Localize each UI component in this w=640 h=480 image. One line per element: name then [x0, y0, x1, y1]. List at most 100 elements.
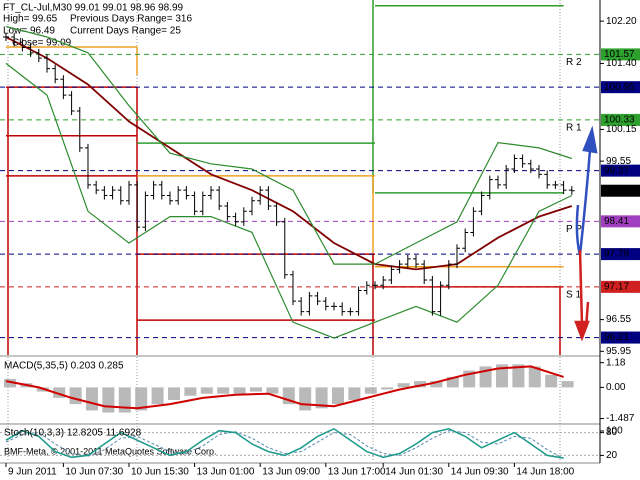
price-bar [314, 291, 321, 306]
macd-bar [381, 387, 394, 390]
price-bar [527, 159, 534, 174]
header-text: High= 99.65 [3, 14, 58, 25]
stoch-main [5, 427, 564, 459]
price-bar [388, 265, 395, 284]
y-tick-label: 101.40 [606, 58, 637, 69]
header-text: Current Days Range= 25 [70, 26, 181, 37]
price-bar [265, 186, 272, 211]
macd-bar [85, 387, 98, 411]
price-bar [191, 191, 198, 216]
price-bar [519, 154, 526, 168]
price-bar [19, 38, 26, 52]
x-tick-label: 14 Jun 09:30 [451, 467, 509, 478]
y-tick-label: 1.18 [606, 357, 626, 368]
indicator-line [5, 36, 573, 271]
macd-bar [184, 387, 197, 396]
price-bar [101, 186, 108, 200]
price-bar [511, 154, 518, 174]
price-bar [486, 175, 493, 200]
indicator-line [5, 25, 572, 265]
macd-bar [446, 376, 459, 388]
price-bar [273, 202, 280, 226]
macd-bar [200, 387, 213, 394]
price-bar [11, 32, 18, 47]
x-tick-label: 14 Jun 01:30 [385, 467, 443, 478]
x-tick-label: 14 Jun 18:00 [516, 467, 574, 478]
y-tick-label: 20 [606, 450, 618, 461]
price-bar [560, 180, 567, 195]
price-bar [544, 170, 551, 189]
price-bar [552, 180, 559, 189]
header-text: Previous Days Range= 316 [70, 14, 192, 25]
macd-bar [53, 387, 66, 398]
level-label: 96.21 [604, 332, 629, 343]
price-bar [371, 281, 378, 290]
macd-bar [495, 364, 508, 388]
price-bar [224, 202, 231, 221]
y-tick-label: 96.55 [606, 314, 631, 325]
level-label: 100.95 [604, 82, 635, 93]
macd-bar [397, 383, 410, 388]
x-tick-label: 13 Jun 09:00 [262, 467, 320, 478]
last-price-box [601, 184, 640, 197]
macd-bar [315, 387, 328, 409]
arrow-head [582, 125, 598, 154]
price-bar [494, 175, 501, 189]
price-bar [84, 143, 91, 189]
level-box [601, 215, 640, 228]
level-label: 98.41 [604, 216, 629, 227]
level-label: 99.37 [604, 165, 629, 176]
macd-bar [249, 387, 262, 392]
header-text: Low= 96.49 [3, 26, 55, 37]
price-bar [380, 275, 387, 290]
price-bar [125, 180, 132, 205]
price-bar [355, 286, 362, 316]
level-label: 101.57 [604, 49, 635, 60]
price-bar [462, 228, 469, 253]
y-tick-label: 99.55 [606, 156, 631, 167]
price-bar [76, 106, 83, 152]
price-bar [166, 191, 173, 205]
price-bar [60, 75, 67, 100]
macd-bar [3, 379, 16, 388]
price-bar [396, 260, 403, 274]
macd-bar [528, 366, 541, 388]
price-bar [216, 186, 223, 211]
price-bar [207, 186, 214, 200]
price-bar [437, 281, 444, 316]
macd-bar [266, 387, 279, 394]
header-text: FT_CL-Jul,M30 99.01 99.01 98.96 98.99 [3, 3, 184, 14]
price-bar [232, 212, 239, 226]
macd-bar [561, 381, 574, 388]
panel-title: Stoch(10,3,3) 12.8205 11.6928 [4, 428, 142, 439]
x-tick-label: 9 Jun 2011 [8, 467, 57, 478]
header-text: Close= 99.09 [12, 38, 72, 49]
price-bar [240, 207, 247, 226]
price-bar [306, 291, 313, 316]
price-bar [248, 196, 255, 216]
macd-bar [118, 387, 131, 413]
macd-signal [5, 365, 564, 410]
last-price: 98.99 [604, 185, 629, 196]
price-bar [35, 48, 42, 63]
macd-bar [233, 387, 246, 394]
price-bar [412, 254, 419, 269]
price-bar [404, 254, 411, 269]
price-bar [27, 43, 34, 57]
macd-bar [102, 387, 115, 413]
price-bar [68, 91, 75, 115]
price-bar [183, 186, 190, 200]
price-bar [117, 186, 124, 205]
pivot-level-name: S 1 [566, 289, 581, 300]
price-bar [199, 191, 206, 216]
pivot-level-name: P P [566, 224, 582, 235]
price-bar [535, 165, 542, 179]
x-tick-label: 10 Jun 07:30 [65, 467, 123, 478]
pivot-level-name: R 2 [566, 57, 582, 68]
macd-bar [69, 387, 82, 405]
macd-bar [413, 381, 426, 388]
pivot-level-name: R 1 [566, 123, 582, 134]
level-box [601, 248, 640, 261]
